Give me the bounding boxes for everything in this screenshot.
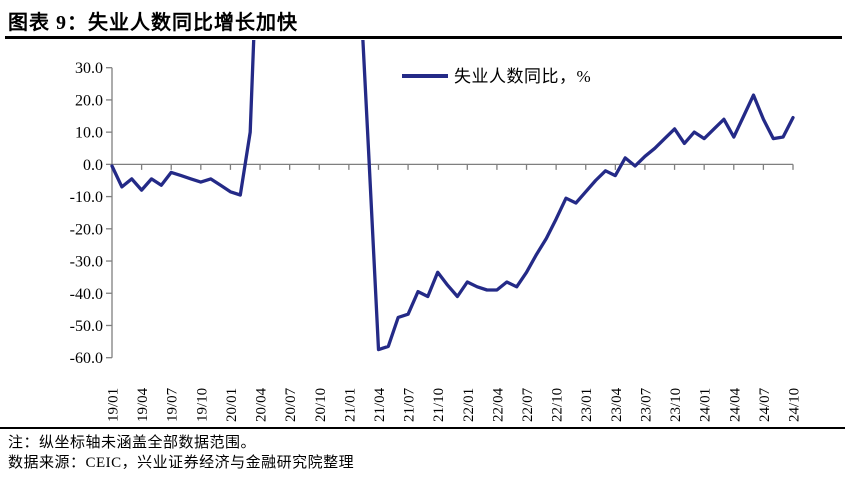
y-tick-label: -50.0 bbox=[70, 318, 103, 335]
x-tick-label: 24/07 bbox=[757, 387, 773, 422]
chart-note: 注：纵坐标轴未涵盖全部数据范围。 bbox=[8, 435, 257, 451]
x-tick-label: 22/07 bbox=[520, 387, 536, 422]
y-tick-label: -40.0 bbox=[70, 286, 103, 303]
x-tick-label: 22/01 bbox=[461, 388, 477, 422]
y-tick-label: -60.0 bbox=[70, 350, 103, 367]
y-tick-label: -30.0 bbox=[70, 254, 103, 271]
x-tick-label: 20/01 bbox=[224, 388, 240, 422]
x-tick-label: 23/10 bbox=[668, 388, 684, 422]
x-tick-label: 21/07 bbox=[402, 387, 418, 422]
y-tick-label: 20.0 bbox=[75, 92, 103, 109]
x-tick-label: 20/07 bbox=[283, 387, 299, 422]
x-tick-label: 21/04 bbox=[372, 387, 388, 422]
x-tick-label: 22/10 bbox=[550, 388, 566, 422]
x-tick-label: 24/04 bbox=[727, 387, 743, 422]
x-tick-label: 24/10 bbox=[787, 388, 803, 422]
title-rule bbox=[5, 36, 842, 39]
x-tick-label: 24/01 bbox=[698, 388, 714, 422]
data-source: 数据来源：CEIC，兴业证券经济与金融研究院整理 bbox=[8, 455, 355, 471]
y-tick-label: 30.0 bbox=[75, 60, 103, 77]
series-line-unemployment-yoy bbox=[110, 40, 795, 352]
x-tick-label: 21/01 bbox=[342, 388, 358, 422]
y-tick-label: 10.0 bbox=[75, 125, 103, 142]
x-tick-label: 19/07 bbox=[165, 387, 181, 422]
x-tick-label: 20/04 bbox=[254, 387, 270, 422]
x-tick-label: 21/10 bbox=[431, 388, 447, 422]
notes-separator bbox=[0, 427, 845, 429]
x-tick-label: 19/01 bbox=[106, 388, 122, 422]
x-tick-label: 23/04 bbox=[609, 387, 625, 422]
x-tick-label: 20/10 bbox=[313, 388, 329, 422]
y-tick-label: -10.0 bbox=[70, 189, 103, 206]
x-tick-label: 22/04 bbox=[490, 387, 506, 422]
y-tick-label: -20.0 bbox=[70, 221, 103, 238]
x-tick-label: 23/01 bbox=[579, 388, 595, 422]
x-tick-label: 19/10 bbox=[194, 388, 210, 422]
legend-label: 失业人数同比，% bbox=[454, 67, 591, 86]
figure-title: 图表 9：失业人数同比增长加快 bbox=[8, 12, 298, 34]
x-tick-label: 23/07 bbox=[638, 387, 654, 422]
x-tick-label: 19/04 bbox=[135, 387, 151, 422]
y-tick-label: 0.0 bbox=[83, 157, 103, 174]
